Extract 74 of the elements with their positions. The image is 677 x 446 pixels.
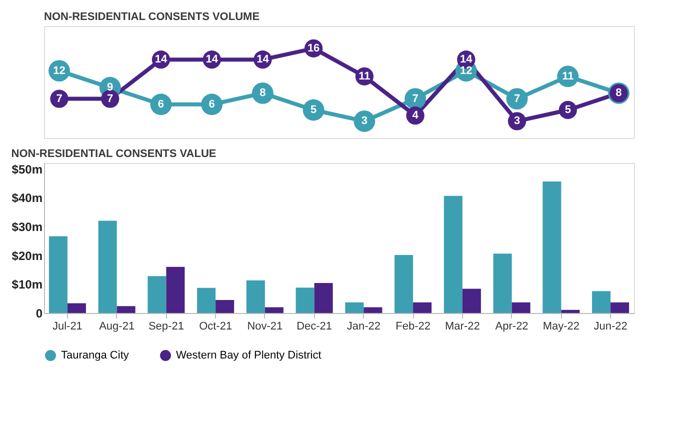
legend-label: Tauranga City bbox=[61, 350, 130, 362]
data-label: 3 bbox=[361, 115, 368, 128]
legend-label: Western Bay of Plenty District bbox=[176, 350, 322, 362]
bar bbox=[394, 255, 414, 313]
bar bbox=[197, 288, 216, 313]
data-label: 4 bbox=[412, 110, 420, 122]
x-tick-label: Jan-22 bbox=[346, 320, 381, 332]
point bbox=[201, 94, 223, 116]
bar bbox=[413, 302, 432, 313]
point bbox=[302, 99, 324, 121]
data-label: 11 bbox=[358, 70, 370, 82]
bar bbox=[98, 220, 117, 313]
data-label: 16 bbox=[307, 42, 320, 54]
data-label: 14 bbox=[256, 54, 270, 66]
bar bbox=[148, 276, 166, 313]
bar bbox=[116, 306, 136, 313]
y-tick-label: 0 bbox=[36, 306, 43, 320]
bar bbox=[345, 302, 364, 313]
bar bbox=[296, 288, 314, 313]
bar bbox=[166, 266, 185, 313]
y-tick-label: $40m bbox=[12, 191, 42, 206]
data-label: 7 bbox=[107, 92, 114, 105]
chart-title: NON-RESIDENTIAL CONSENTS VOLUME bbox=[44, 11, 260, 23]
bar bbox=[48, 236, 68, 313]
bar bbox=[444, 196, 462, 313]
x-tick-label: Dec-21 bbox=[296, 320, 332, 332]
bar bbox=[264, 307, 284, 313]
y-tick-label: $10m bbox=[12, 278, 42, 292]
bar bbox=[493, 254, 512, 313]
y-tick-label: $20m bbox=[12, 248, 42, 263]
x-tick-label: May-22 bbox=[542, 320, 580, 332]
data-label: 5 bbox=[564, 104, 571, 116]
data-label: 14 bbox=[206, 54, 219, 66]
bar bbox=[67, 303, 86, 313]
bar bbox=[364, 307, 382, 313]
bar bbox=[216, 300, 234, 313]
data-label: 12 bbox=[460, 64, 472, 77]
data-label: 11 bbox=[562, 70, 574, 82]
data-label: 7 bbox=[412, 92, 418, 105]
data-label: 8 bbox=[260, 87, 266, 100]
bar bbox=[542, 181, 562, 313]
x-tick-label: Feb-22 bbox=[396, 320, 430, 332]
x-tick-label: Aug-21 bbox=[99, 320, 135, 332]
point bbox=[354, 110, 376, 132]
bar bbox=[561, 310, 580, 313]
bar bbox=[512, 302, 530, 313]
bar bbox=[592, 291, 611, 313]
y-tick-label: $30m bbox=[12, 220, 42, 234]
bar bbox=[610, 302, 630, 313]
x-tick-label: Jun-22 bbox=[594, 320, 628, 332]
chart-title: NON-RESIDENTIAL CONSENTS VALUE bbox=[11, 148, 216, 160]
bar bbox=[246, 280, 265, 313]
data-label: 6 bbox=[208, 98, 215, 110]
data-label: 5 bbox=[310, 104, 317, 116]
x-tick-label: Sep-21 bbox=[148, 320, 184, 332]
point bbox=[252, 82, 274, 104]
bar bbox=[314, 283, 333, 313]
y-tick-label: $50m bbox=[12, 162, 42, 176]
data-label: 3 bbox=[514, 115, 520, 128]
x-tick-label: Mar-22 bbox=[445, 320, 480, 332]
x-tick-label: Nov-21 bbox=[247, 320, 283, 332]
data-label: 14 bbox=[460, 54, 474, 66]
x-tick-label: Apr-22 bbox=[495, 320, 528, 332]
data-label: 14 bbox=[154, 54, 168, 66]
data-label: 7 bbox=[514, 92, 520, 105]
data-label: 6 bbox=[158, 98, 164, 110]
data-label: 7 bbox=[56, 92, 62, 105]
data-label: 8 bbox=[616, 87, 622, 100]
bar bbox=[462, 288, 481, 313]
point bbox=[506, 88, 528, 110]
x-tick-label: Oct-21 bbox=[199, 320, 232, 332]
x-tick-label: Jul-21 bbox=[52, 320, 82, 332]
point bbox=[150, 94, 172, 116]
data-label: 12 bbox=[53, 64, 66, 77]
